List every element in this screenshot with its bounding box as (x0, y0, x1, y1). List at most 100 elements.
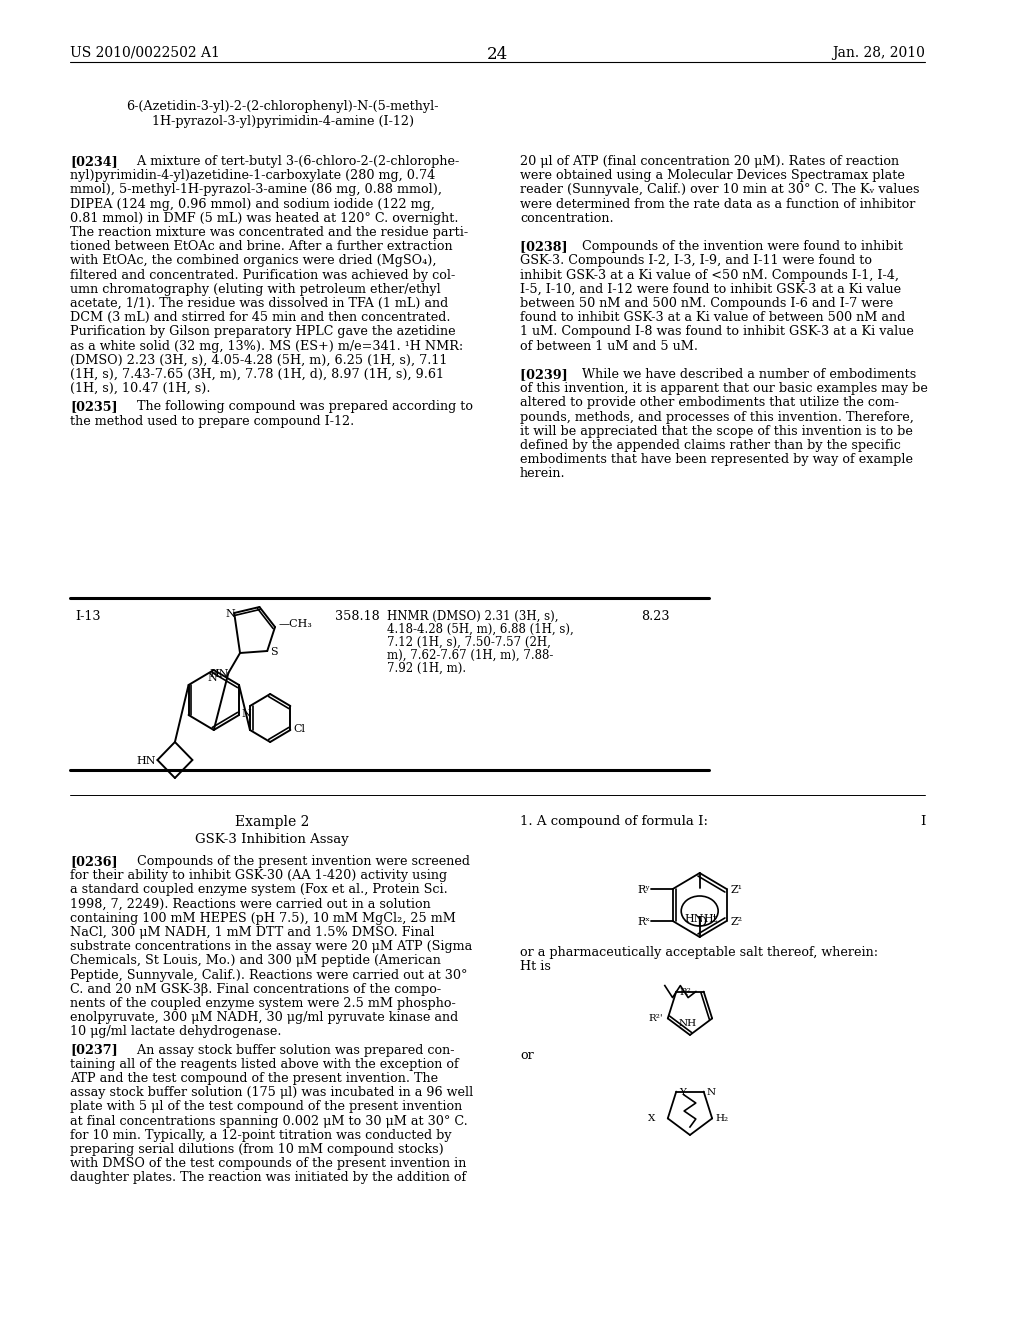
Text: Y: Y (679, 1088, 686, 1097)
Text: D: D (695, 916, 706, 929)
Text: of between 1 uM and 5 uM.: of between 1 uM and 5 uM. (520, 339, 698, 352)
Text: between 50 nM and 500 nM. Compounds I-6 and I-7 were: between 50 nM and 500 nM. Compounds I-6 … (520, 297, 893, 310)
Text: for 10 min. Typically, a 12-point titration was conducted by: for 10 min. Typically, a 12-point titrat… (70, 1129, 452, 1142)
Text: (1H, s), 7.43-7.65 (3H, m), 7.78 (1H, d), 8.97 (1H, s), 9.61: (1H, s), 7.43-7.65 (3H, m), 7.78 (1H, d)… (70, 368, 444, 381)
Text: 20 μl of ATP (final concentration 20 μM). Rates of reaction: 20 μl of ATP (final concentration 20 μM)… (520, 154, 899, 168)
Text: HN: HN (136, 756, 156, 766)
Text: nyl)pyrimidin-4-yl)azetidine-1-carboxylate (280 mg, 0.74: nyl)pyrimidin-4-yl)azetidine-1-carboxyla… (70, 169, 435, 182)
Text: or a pharmaceutically acceptable salt thereof, wherein:: or a pharmaceutically acceptable salt th… (520, 946, 878, 960)
Text: [0236]: [0236] (70, 855, 118, 869)
Text: acetate, 1/1). The residue was dissolved in TFA (1 mL) and: acetate, 1/1). The residue was dissolved… (70, 297, 449, 310)
Text: 7.12 (1H, s), 7.50-7.57 (2H,: 7.12 (1H, s), 7.50-7.57 (2H, (387, 636, 551, 649)
Text: altered to provide other embodiments that utilize the com-: altered to provide other embodiments tha… (520, 396, 899, 409)
Text: Jan. 28, 2010: Jan. 28, 2010 (833, 46, 925, 59)
Text: of this invention, it is apparent that our basic examples may be: of this invention, it is apparent that o… (520, 383, 928, 395)
Text: containing 100 mM HEPES (pH 7.5), 10 mM MgCl₂, 25 mM: containing 100 mM HEPES (pH 7.5), 10 mM … (70, 912, 456, 925)
Text: 4.18-4.28 (5H, m), 6.88 (1H, s),: 4.18-4.28 (5H, m), 6.88 (1H, s), (387, 623, 573, 636)
Text: N: N (208, 673, 218, 682)
Text: X: X (648, 1114, 655, 1123)
Text: m), 7.62-7.67 (1H, m), 7.88-: m), 7.62-7.67 (1H, m), 7.88- (387, 649, 553, 663)
Text: NH: NH (678, 1019, 696, 1028)
Text: HNMR (DMSO) 2.31 (3H, s),: HNMR (DMSO) 2.31 (3H, s), (387, 610, 558, 623)
Text: found to inhibit GSK-3 at a Ki value of between 500 nM and: found to inhibit GSK-3 at a Ki value of … (520, 312, 905, 325)
Text: plate with 5 μl of the test compound of the present invention: plate with 5 μl of the test compound of … (70, 1101, 462, 1113)
Text: at final concentrations spanning 0.002 μM to 30 μM at 30° C.: at final concentrations spanning 0.002 μ… (70, 1114, 468, 1127)
Text: Compounds of the present invention were screened: Compounds of the present invention were … (121, 855, 469, 869)
Text: inhibit GSK-3 at a Ki value of <50 nM. Compounds I-1, I-4,: inhibit GSK-3 at a Ki value of <50 nM. C… (520, 268, 899, 281)
Text: 8.23: 8.23 (641, 610, 670, 623)
Text: Z²: Z² (730, 917, 742, 927)
Text: daughter plates. The reaction was initiated by the addition of: daughter plates. The reaction was initia… (70, 1171, 466, 1184)
Text: R²: R² (679, 987, 691, 997)
Text: (DMSO) 2.23 (3H, s), 4.05-4.28 (5H, m), 6.25 (1H, s), 7.11: (DMSO) 2.23 (3H, s), 4.05-4.28 (5H, m), … (70, 354, 447, 367)
Text: 0.81 mmol) in DMF (5 mL) was heated at 120° C. overnight.: 0.81 mmol) in DMF (5 mL) was heated at 1… (70, 211, 459, 224)
Text: I-5, I-10, and I-12 were found to inhibit GSK-3 at a Ki value: I-5, I-10, and I-12 were found to inhibi… (520, 282, 901, 296)
Text: DIPEA (124 mg, 0.96 mmol) and sodium iodide (122 mg,: DIPEA (124 mg, 0.96 mmol) and sodium iod… (70, 198, 435, 211)
Text: N: N (707, 1088, 716, 1097)
Text: HN: HN (684, 913, 703, 924)
Text: Chemicals, St Louis, Mo.) and 300 μM peptide (American: Chemicals, St Louis, Mo.) and 300 μM pep… (70, 954, 441, 968)
Text: 10 μg/ml lactate dehydrogenase.: 10 μg/ml lactate dehydrogenase. (70, 1026, 282, 1039)
Text: a standard coupled enzyme system (Fox et al., Protein Sci.: a standard coupled enzyme system (Fox et… (70, 883, 447, 896)
Text: Rʸ: Rʸ (638, 884, 651, 895)
Text: [0238]: [0238] (520, 240, 572, 253)
Text: nents of the coupled enzyme system were 2.5 mM phospho-: nents of the coupled enzyme system were … (70, 997, 456, 1010)
Text: The following compound was prepared according to: The following compound was prepared acco… (121, 400, 472, 413)
Text: Compounds of the invention were found to inhibit: Compounds of the invention were found to… (570, 240, 903, 253)
Text: concentration.: concentration. (520, 211, 613, 224)
Text: I: I (920, 814, 925, 828)
Text: An assay stock buffer solution was prepared con-: An assay stock buffer solution was prepa… (121, 1044, 454, 1056)
Text: While we have described a number of embodiments: While we have described a number of embo… (570, 368, 916, 381)
Text: ATP and the test compound of the present invention. The: ATP and the test compound of the present… (70, 1072, 438, 1085)
Text: enolpyruvate, 300 μM NADH, 30 μg/ml pyruvate kinase and: enolpyruvate, 300 μM NADH, 30 μg/ml pyru… (70, 1011, 458, 1024)
Text: for their ability to inhibit GSK-30 (AA 1-420) activity using: for their ability to inhibit GSK-30 (AA … (70, 869, 447, 882)
Text: 24: 24 (487, 46, 508, 63)
Text: DCM (3 mL) and stirred for 45 min and then concentrated.: DCM (3 mL) and stirred for 45 min and th… (70, 312, 451, 325)
Text: A mixture of tert-butyl 3-(6-chloro-2-(2-chlorophe-: A mixture of tert-butyl 3-(6-chloro-2-(2… (121, 154, 459, 168)
Text: GSK-3 Inhibition Assay: GSK-3 Inhibition Assay (196, 833, 349, 846)
Text: the method used to prepare compound I-12.: the method used to prepare compound I-12… (70, 414, 354, 428)
Text: 1. A compound of formula I:: 1. A compound of formula I: (520, 814, 708, 828)
Text: tioned between EtOAc and brine. After a further extraction: tioned between EtOAc and brine. After a … (70, 240, 453, 253)
Text: as a white solid (32 mg, 13%). MS (ES+) m/e=341. ¹H NMR:: as a white solid (32 mg, 13%). MS (ES+) … (70, 339, 463, 352)
Text: 1 uM. Compound I-8 was found to inhibit GSK-3 at a Ki value: 1 uM. Compound I-8 was found to inhibit … (520, 326, 913, 338)
Text: with EtOAc, the combined organics were dried (MgSO₄),: with EtOAc, the combined organics were d… (70, 255, 436, 268)
Text: were determined from the rate data as a function of inhibitor: were determined from the rate data as a … (520, 198, 915, 211)
Text: it will be appreciated that the scope of this invention is to be: it will be appreciated that the scope of… (520, 425, 912, 438)
Text: N: N (225, 609, 236, 619)
Text: NaCl, 300 μM NADH, 1 mM DTT and 1.5% DMSO. Final: NaCl, 300 μM NADH, 1 mM DTT and 1.5% DMS… (70, 927, 434, 939)
Text: S: S (270, 647, 278, 657)
Text: 6-(Azetidin-3-yl)-2-(2-chlorophenyl)-N-(5-methyl-: 6-(Azetidin-3-yl)-2-(2-chlorophenyl)-N-(… (127, 100, 439, 114)
Text: were obtained using a Molecular Devices Spectramax plate: were obtained using a Molecular Devices … (520, 169, 905, 182)
Text: [0234]: [0234] (70, 154, 118, 168)
Text: filtered and concentrated. Purification was achieved by col-: filtered and concentrated. Purification … (70, 268, 456, 281)
Text: HN: HN (209, 669, 228, 678)
Text: Example 2: Example 2 (234, 814, 309, 829)
Text: US 2010/0022502 A1: US 2010/0022502 A1 (70, 46, 220, 59)
Text: Z¹: Z¹ (730, 884, 742, 895)
Text: Peptide, Sunnyvale, Calif.). Reactions were carried out at 30°: Peptide, Sunnyvale, Calif.). Reactions w… (70, 969, 468, 982)
Text: [0239]: [0239] (520, 368, 572, 381)
Text: umn chromatography (eluting with petroleum ether/ethyl: umn chromatography (eluting with petrole… (70, 282, 440, 296)
Text: Purification by Gilson preparatory HPLC gave the azetidine: Purification by Gilson preparatory HPLC … (70, 326, 456, 338)
Text: 1H-pyrazol-3-yl)pyrimidin-4-amine (I-12): 1H-pyrazol-3-yl)pyrimidin-4-amine (I-12) (152, 115, 414, 128)
Text: 7.92 (1H, m).: 7.92 (1H, m). (387, 663, 466, 675)
Text: GSK-3. Compounds I-2, I-3, I-9, and I-11 were found to: GSK-3. Compounds I-2, I-3, I-9, and I-11… (520, 255, 871, 268)
Text: Ht: Ht (703, 913, 718, 924)
Text: Cl: Cl (293, 723, 305, 734)
Text: 1998, 7, 2249). Reactions were carried out in a solution: 1998, 7, 2249). Reactions were carried o… (70, 898, 431, 911)
Text: herein.: herein. (520, 467, 565, 480)
Text: Rˣ: Rˣ (638, 917, 651, 927)
Text: —CH₃: —CH₃ (279, 619, 312, 630)
Text: preparing serial dilutions (from 10 mM compound stocks): preparing serial dilutions (from 10 mM c… (70, 1143, 443, 1156)
Text: with DMSO of the test compounds of the present invention in: with DMSO of the test compounds of the p… (70, 1158, 466, 1171)
Text: [0235]: [0235] (70, 400, 118, 413)
Text: H₂: H₂ (715, 1114, 728, 1123)
Text: mmol), 5-methyl-1H-pyrazol-3-amine (86 mg, 0.88 mmol),: mmol), 5-methyl-1H-pyrazol-3-amine (86 m… (70, 183, 442, 197)
Text: C. and 20 nM GSK-3β. Final concentrations of the compo-: C. and 20 nM GSK-3β. Final concentration… (70, 983, 441, 995)
Text: Ht is: Ht is (520, 960, 551, 973)
Text: taining all of the reagents listed above with the exception of: taining all of the reagents listed above… (70, 1057, 459, 1071)
Text: The reaction mixture was concentrated and the residue parti-: The reaction mixture was concentrated an… (70, 226, 468, 239)
Text: 358.18: 358.18 (335, 610, 380, 623)
Text: embodiments that have been represented by way of example: embodiments that have been represented b… (520, 453, 913, 466)
